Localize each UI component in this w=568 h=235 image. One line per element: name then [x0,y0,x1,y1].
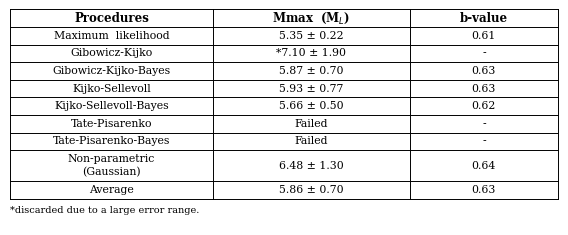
Text: 6.48 ± 1.30: 6.48 ± 1.30 [279,161,344,171]
Text: *7.10 ± 1.90: *7.10 ± 1.90 [277,48,346,58]
Text: Tate-Pisarenko-Bayes: Tate-Pisarenko-Bayes [53,136,170,146]
Text: 0.61: 0.61 [471,31,496,41]
Text: 5.93 ± 0.77: 5.93 ± 0.77 [279,84,344,94]
Text: -: - [482,119,486,129]
Text: Failed: Failed [295,136,328,146]
Text: 5.35 ± 0.22: 5.35 ± 0.22 [279,31,344,41]
Text: 5.86 ± 0.70: 5.86 ± 0.70 [279,185,344,195]
Text: -: - [482,136,486,146]
Text: 0.63: 0.63 [471,84,496,94]
Text: 5.66 ± 0.50: 5.66 ± 0.50 [279,101,344,111]
Text: b-value: b-value [460,12,508,25]
Text: Maximum  likelihood: Maximum likelihood [54,31,169,41]
Text: 0.63: 0.63 [471,185,496,195]
Text: 0.63: 0.63 [471,66,496,76]
Text: Mmax  (M$_L$): Mmax (M$_L$) [272,11,350,26]
Text: 0.64: 0.64 [472,161,496,171]
Text: Gibowicz-Kijko-Bayes: Gibowicz-Kijko-Bayes [52,66,170,76]
Text: Failed: Failed [295,119,328,129]
Text: 0.62: 0.62 [471,101,496,111]
Text: Gibowicz-Kijko: Gibowicz-Kijko [70,48,153,58]
Text: Non-parametric: Non-parametric [68,154,155,164]
Text: Tate-Pisarenko: Tate-Pisarenko [71,119,152,129]
Text: (Gaussian): (Gaussian) [82,167,141,177]
Text: Average: Average [89,185,134,195]
Text: *discarded due to a large error range.: *discarded due to a large error range. [10,206,199,215]
Text: Procedures: Procedures [74,12,149,25]
Text: -: - [482,48,486,58]
Text: 5.87 ± 0.70: 5.87 ± 0.70 [279,66,344,76]
Text: Kijko-Sellevoll: Kijko-Sellevoll [72,84,151,94]
Text: Kijko-Sellevoll-Bayes: Kijko-Sellevoll-Bayes [54,101,169,111]
